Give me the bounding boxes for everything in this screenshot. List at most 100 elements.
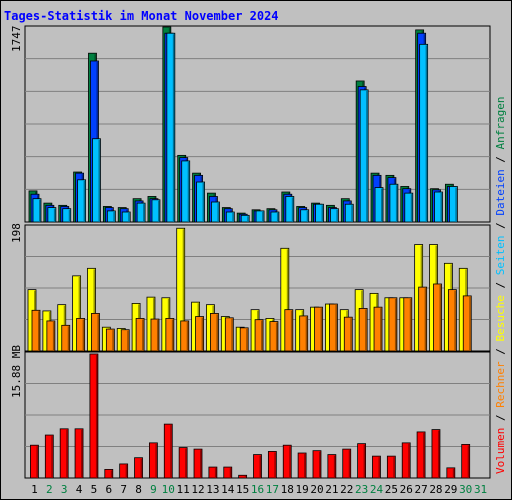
hits-bar-seiten-day-27	[419, 43, 429, 223]
visits-bar-rechner-day-29-body	[447, 289, 457, 352]
visits-bar-rechner-day-10-shade	[171, 319, 174, 351]
x-tick-label-day-7: 7	[120, 483, 127, 496]
visits-bar-rechner-day-17	[269, 321, 279, 352]
hits-bar-seiten-day-27-body	[419, 43, 429, 223]
hits-bar-seiten-day-11-shade	[187, 161, 190, 222]
x-tick-label-day-27: 27	[414, 483, 427, 496]
hits-bar-seiten-day-20	[315, 203, 324, 223]
legend-item-rechner: Rechner	[494, 361, 507, 408]
visits-bar-rechner-day-9	[150, 318, 160, 352]
hits-bar-seiten-day-5-body	[92, 138, 101, 223]
visits-bar-rechner-day-26-shade	[409, 298, 412, 351]
volume-bar-day-12	[193, 448, 203, 479]
volume-bar-day-22-body	[342, 448, 352, 479]
volume-bar-day-14	[223, 466, 233, 479]
hits-bar-seiten-day-14	[225, 211, 235, 223]
volume-bar-day-8-shade	[140, 458, 143, 478]
legend-separator: /	[494, 149, 507, 169]
visits-bar-rechner-day-28	[433, 283, 442, 352]
x-tick-label-day-6: 6	[105, 483, 112, 496]
visits-bar-rechner-day-15-shade	[246, 328, 248, 351]
visits-max-label: 198	[10, 223, 23, 243]
volume-bar-day-16-shade	[259, 455, 261, 478]
volume-bar-day-4-shade	[81, 429, 83, 478]
volume-bar-day-6-body	[104, 469, 114, 479]
hits-bar-seiten-day-6	[106, 210, 116, 223]
visits-bar-rechner-day-22-shade	[350, 318, 352, 351]
visits-bar-rechner-day-30	[462, 295, 472, 352]
volume-bar-day-24-body	[372, 455, 381, 479]
hits-bar-seiten-day-15-shade	[247, 216, 249, 222]
visits-bar-rechner-day-2-shade	[52, 321, 55, 351]
legend-separator: /	[494, 216, 507, 236]
visits-bar-rechner-day-24	[373, 306, 383, 352]
visits-bar-rechner-day-12	[195, 316, 204, 352]
visits-bar-rechner-day-3-body	[61, 324, 71, 352]
hits-bar-seiten-day-26-body	[404, 192, 414, 223]
x-tick-label-day-5: 5	[91, 483, 98, 496]
visits-bar-rechner-day-1	[31, 309, 41, 352]
volume-bar-day-2-body	[44, 434, 54, 479]
hits-bar-seiten-day-16-body	[255, 210, 265, 223]
x-tick-label-day-9: 9	[150, 483, 157, 496]
volume-bar-day-20-body	[312, 450, 322, 479]
hits-bar-seiten-day-21-shade	[336, 209, 338, 222]
visits-bar-rechner-day-7	[120, 329, 130, 352]
volume-bar-day-30	[461, 444, 471, 479]
visits-bar-rechner-day-5-body	[91, 313, 100, 352]
visits-bar-besuche-day-5-shade	[93, 269, 95, 351]
hits-bar-seiten-day-20-shade	[321, 205, 324, 222]
volume-bar-day-17-shade	[274, 452, 276, 478]
hits-bar-seiten-day-6-shade	[113, 211, 115, 222]
x-tick-label-day-4: 4	[76, 483, 83, 496]
hits-bar-seiten-day-10	[166, 32, 176, 223]
hits-bar-seiten-day-20-body	[315, 203, 324, 223]
hits-bar-seiten-day-24-body	[374, 187, 384, 223]
x-tick-label-day-12: 12	[191, 483, 204, 496]
volume-bar-day-10-body	[163, 423, 173, 479]
volume-bar-day-1-body	[30, 444, 39, 479]
volume-bar-day-26-shade	[408, 443, 410, 478]
hits-bar-seiten-day-16-shade	[262, 211, 264, 222]
visits-bar-rechner-day-14-shade	[231, 318, 233, 351]
visits-bar-rechner-day-23-body	[358, 308, 368, 352]
visits-bar-rechner-day-13-shade	[216, 314, 218, 351]
volume-bar-day-18-shade	[289, 446, 291, 478]
hits-bar-seiten-day-22	[344, 203, 354, 223]
volume-bar-day-3-shade	[66, 429, 68, 478]
hits-bar-seiten-day-13	[211, 201, 220, 223]
hits-bar-seiten-day-4	[77, 179, 87, 223]
hits-bar-seiten-day-12-body	[196, 181, 205, 223]
visits-bar-rechner-day-20-body	[314, 306, 323, 352]
visits-bar-rechner-day-12-shade	[201, 317, 204, 351]
visits-bar-rechner-day-25-shade	[394, 298, 397, 351]
hits-bar-seiten-day-9-body	[151, 199, 161, 223]
hits-bar-seiten-day-28	[434, 191, 443, 223]
visits-bar-rechner-day-18-body	[284, 309, 294, 352]
volume-bar-day-20	[312, 450, 322, 479]
visits-bar-rechner-day-8-shade	[142, 319, 144, 351]
hits-bar-seiten-day-15-body	[240, 214, 250, 223]
hits-bar-seiten-day-17-shade	[276, 213, 279, 222]
volume-bar-day-16	[253, 454, 262, 479]
visits-bar-rechner-day-27-shade	[424, 288, 427, 351]
visits-bar-rechner-day-21	[329, 303, 338, 352]
visits-bar-rechner-day-5	[91, 313, 100, 352]
volume-bar-day-25	[386, 455, 396, 479]
hits-bar-seiten-day-4-body	[77, 179, 87, 223]
visits-bar-rechner-day-5-shade	[97, 314, 99, 351]
hits-bar-seiten-day-14-shade	[232, 213, 234, 222]
x-tick-label-day-23: 23	[355, 483, 368, 496]
volume-bar-day-10-shade	[170, 425, 172, 478]
legend-item-anfragen: Anfragen	[494, 96, 507, 149]
hits-bar-seiten-day-25-shade	[395, 185, 398, 222]
visits-bar-rechner-day-16-body	[254, 319, 264, 352]
volume-bar-day-6	[104, 469, 114, 479]
visits-bar-rechner-day-24-body	[373, 306, 383, 352]
hits-bar-seiten-day-7-shade	[128, 213, 130, 222]
legend-item-volumen: Volumen	[494, 428, 507, 474]
x-tick-label-day-26: 26	[400, 483, 413, 496]
visits-bar-rechner-day-25	[388, 297, 398, 352]
volume-bar-day-6-shade	[110, 470, 113, 478]
visits-panel	[24, 224, 491, 352]
